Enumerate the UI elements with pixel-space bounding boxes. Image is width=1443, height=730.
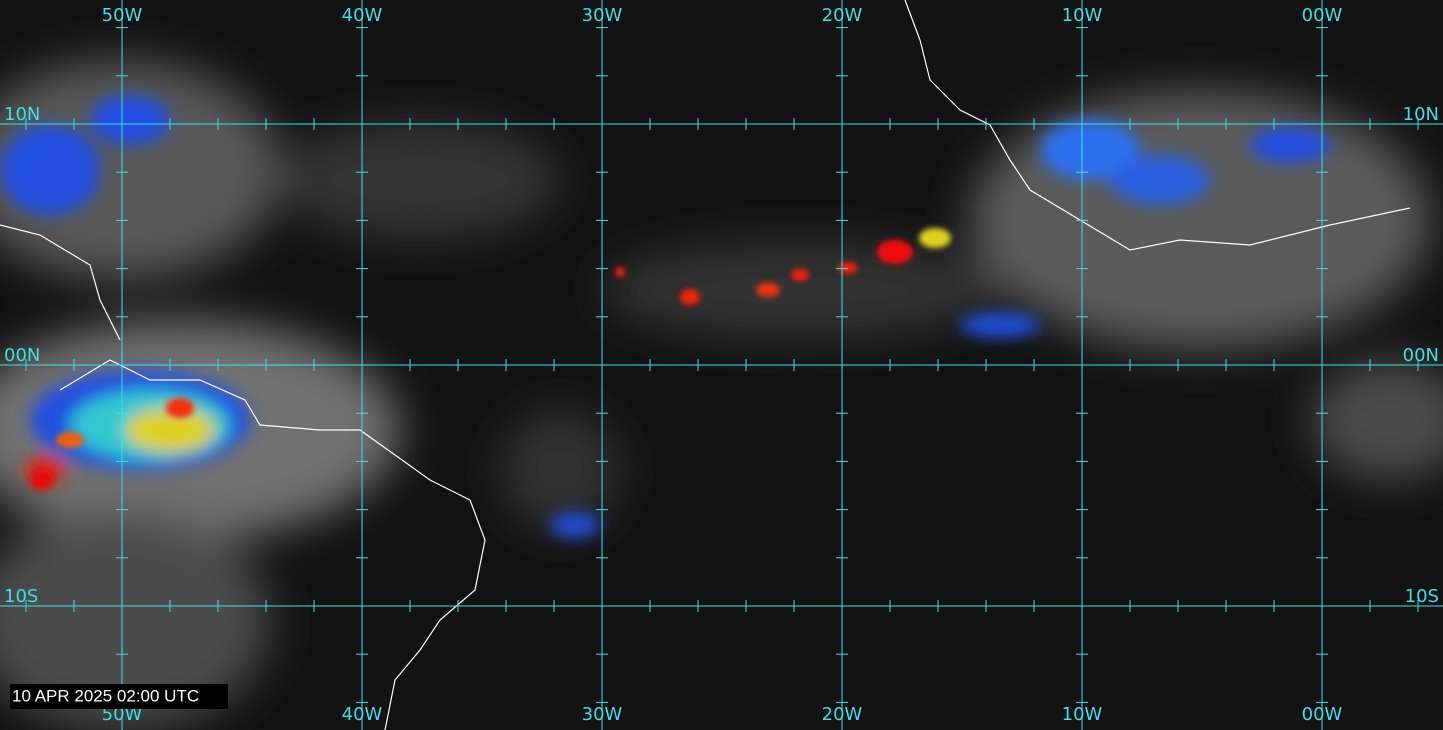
longitude-label: 50W: [102, 5, 143, 26]
longitude-label: 20W: [822, 704, 863, 725]
latitude-label: 10S: [1405, 586, 1439, 607]
latitude-label: 10S: [4, 586, 38, 607]
longitude-label: 20W: [822, 5, 863, 26]
longitude-label: 10W: [1062, 5, 1103, 26]
timestamp-box: [10, 684, 228, 709]
storm-cores: [30, 228, 951, 490]
latitude-label: 10N: [4, 104, 40, 125]
longitude-label: 00W: [1302, 5, 1343, 26]
longitude-label: 50W: [102, 704, 143, 725]
longitude-label: 10W: [1062, 704, 1103, 725]
longitude-label: 30W: [582, 704, 623, 725]
longitude-label: 00W: [1302, 704, 1343, 725]
longitude-label: 40W: [342, 5, 383, 26]
latitude-label: 00N: [4, 345, 40, 366]
latitude-label: 10N: [1403, 104, 1439, 125]
latitude-label: 00N: [1403, 345, 1439, 366]
longitude-label: 30W: [582, 5, 623, 26]
coastlines: [0, 0, 1411, 730]
convection: [0, 95, 1330, 537]
timestamp: 10 APR 2025 02:00 UTC: [12, 686, 199, 705]
longitude-label: 40W: [342, 704, 383, 725]
